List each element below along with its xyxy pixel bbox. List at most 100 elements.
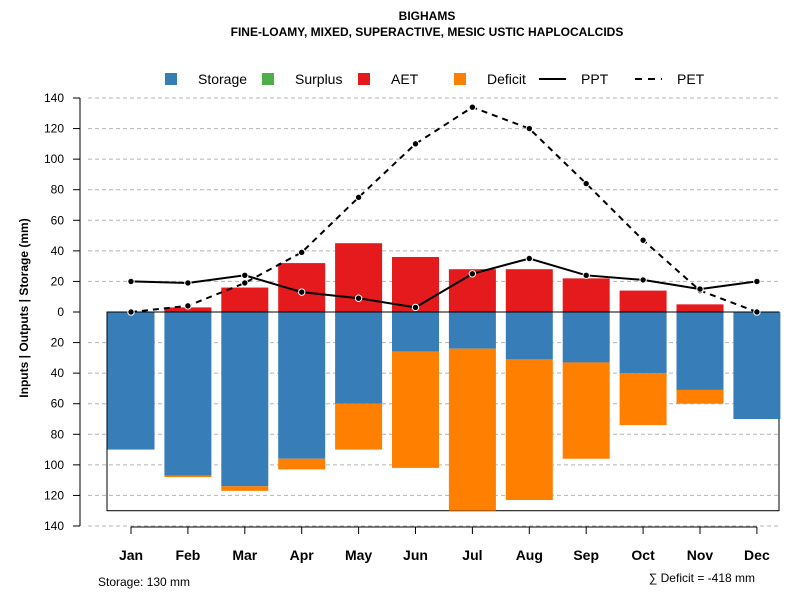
- pet-point-aug: [525, 124, 533, 133]
- legend-label-deficit: Deficit: [487, 71, 526, 87]
- ppt-point-dec: [753, 277, 761, 286]
- deficit-bar-feb: [164, 475, 212, 478]
- x-tick-label-nov: Nov: [687, 547, 714, 563]
- legend-label-ppt: PPT: [581, 71, 609, 87]
- pet-point-oct: [639, 236, 647, 244]
- pet-point-feb: [184, 302, 192, 310]
- y-tick-label: 60: [51, 213, 65, 227]
- storage-bar-sep: [562, 312, 610, 363]
- x-tick-label-dec: Dec: [744, 547, 770, 563]
- storage-bar-jun: [392, 312, 439, 352]
- x-tick-label-feb: Feb: [175, 547, 200, 563]
- y-tick-label: 120: [44, 122, 64, 136]
- storage-bar-aug: [505, 312, 553, 360]
- ppt-point-jul: [468, 270, 477, 278]
- x-axis: Jan Feb Mar Apr May Jun Jul Aug Sep Oct Nov Dec: [119, 526, 770, 563]
- ppt-point-apr: [298, 288, 306, 296]
- aet-bar-nov: [676, 304, 724, 312]
- y-tick-label: 80: [51, 183, 65, 197]
- y-tick-label: 80: [51, 427, 65, 441]
- pet-point-jun: [411, 140, 420, 148]
- deficit-bar-apr: [278, 458, 326, 470]
- legend-label-storage: Storage: [198, 71, 247, 87]
- pet-point-mar: [241, 279, 249, 287]
- deficit-footnote: ∑ Deficit = -418 mm: [649, 571, 755, 585]
- y-tick-label: 100: [44, 458, 64, 472]
- aet-bar-jun: [392, 256, 439, 312]
- y-tick-label: 20: [51, 336, 65, 350]
- legend-swatch-surplus: [262, 73, 274, 85]
- ppt-point-aug: [525, 254, 533, 263]
- pet-point-apr: [298, 248, 306, 257]
- storage-bar-nov: [676, 312, 724, 390]
- ppt-point-nov: [696, 285, 704, 293]
- pet-point-may: [354, 193, 363, 202]
- pet-point-dec: [753, 308, 761, 316]
- deficit-bar-oct: [619, 373, 667, 426]
- legend-swatch-aet: [358, 73, 370, 85]
- pet-point-jan: [127, 308, 135, 316]
- x-tick-label-sep: Sep: [573, 547, 599, 563]
- ppt-point-mar: [241, 271, 249, 280]
- y-tick-label: 120: [44, 488, 64, 502]
- x-tick-label-jul: Jul: [462, 547, 482, 563]
- y-tick-label: 40: [51, 244, 65, 258]
- legend-label-aet: AET: [391, 71, 419, 87]
- ppt-point-jun: [411, 303, 420, 312]
- legend-label-surplus: Surplus: [295, 71, 342, 87]
- y-tick-label: 40: [51, 366, 65, 380]
- chart-title: BIGHAMS: [399, 9, 456, 23]
- deficit-bar-nov: [676, 389, 724, 404]
- x-tick-label-jun: Jun: [403, 547, 428, 563]
- deficit-bar-jul: [448, 348, 496, 511]
- pet-point-jul: [468, 103, 477, 111]
- chart-legend: Storage Surplus AET Deficit PPT PET: [165, 71, 705, 87]
- aet-bar-feb: [164, 307, 212, 312]
- x-tick-label-mar: Mar: [232, 547, 257, 563]
- aet-bar-oct: [619, 290, 667, 312]
- storage-bar-jan: [107, 312, 155, 450]
- deficit-bar-mar: [221, 486, 269, 491]
- legend-swatch-deficit: [454, 73, 466, 85]
- storage-bar-may: [335, 312, 383, 404]
- legend-label-pet: PET: [677, 71, 705, 87]
- y-tick-label: 20: [51, 274, 65, 288]
- storage-bar-mar: [221, 312, 269, 487]
- lines-group: [127, 103, 761, 316]
- ppt-point-may: [354, 294, 363, 302]
- bars-group: [106, 243, 781, 512]
- ppt-line: [130, 257, 758, 309]
- x-tick-label-jan: Jan: [119, 547, 143, 563]
- y-tick-label: 140: [44, 519, 64, 533]
- aet-bar-mar: [221, 287, 269, 312]
- aet-bar-sep: [562, 278, 610, 312]
- pet-point-sep: [582, 179, 590, 188]
- storage-bar-feb: [164, 312, 212, 476]
- y-axis-label: Inputs | Outputs | Storage (mm): [17, 218, 31, 397]
- deficit-bar-sep: [562, 362, 610, 459]
- ppt-point-oct: [639, 276, 647, 284]
- ppt-point-jan: [127, 277, 135, 286]
- y-axis: 140 120 100 80 60 40 20 0 20 40 60 80 100 120 140: [44, 91, 81, 533]
- x-tick-label-aug: Aug: [516, 547, 543, 563]
- x-tick-label-oct: Oct: [631, 547, 655, 563]
- storage-bar-jul: [448, 312, 496, 349]
- legend-swatch-storage: [165, 73, 177, 85]
- y-tick-label: 100: [44, 152, 64, 166]
- storage-footnote: Storage: 130 mm: [98, 575, 190, 589]
- storage-bar-apr: [278, 312, 326, 459]
- y-tick-label: 0: [57, 305, 64, 319]
- ppt-point-sep: [582, 271, 590, 280]
- deficit-bar-jun: [392, 351, 439, 468]
- storage-bar-dec: [733, 312, 781, 419]
- storage-bar-oct: [619, 312, 667, 374]
- y-tick-label: 60: [51, 397, 65, 411]
- x-tick-label-apr: Apr: [290, 547, 315, 563]
- x-tick-label-may: May: [345, 547, 372, 563]
- pet-line: [130, 106, 758, 313]
- y-tick-label: 140: [44, 91, 64, 105]
- deficit-bar-may: [335, 403, 383, 450]
- chart-subtitle: FINE-LOAMY, MIXED, SUPERACTIVE, MESIC US…: [231, 25, 624, 39]
- ppt-point-feb: [184, 279, 192, 287]
